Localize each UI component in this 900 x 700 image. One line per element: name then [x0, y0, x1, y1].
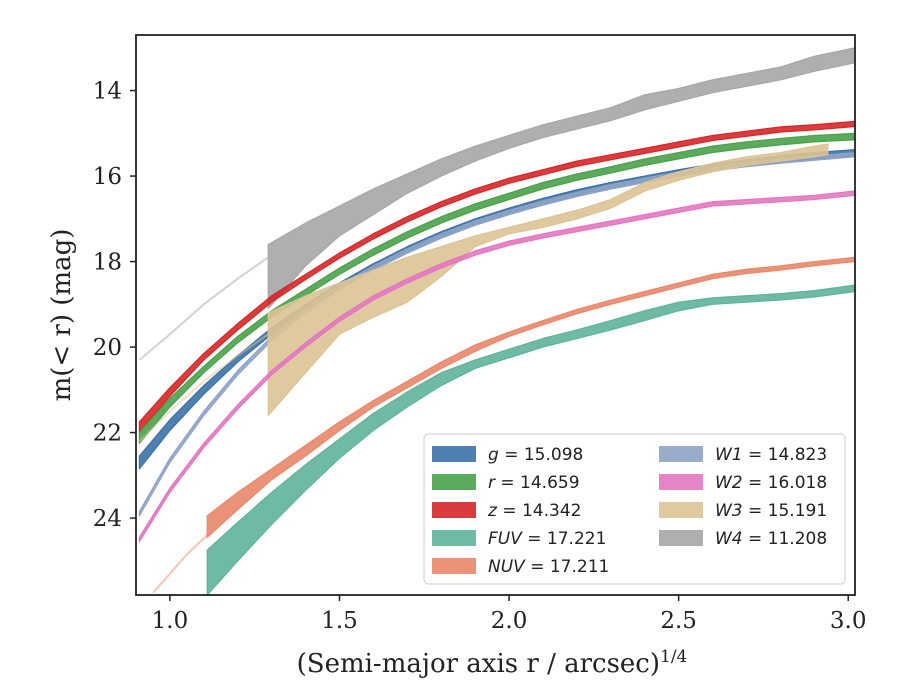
legend-label-w4: W4 = 11.208 [715, 529, 827, 549]
y-tick-label: 16 [93, 164, 122, 190]
y-axis-label: m(< r) (mag) [47, 229, 77, 402]
x-axis-label: (Semi-major axis r / arcsec)1/4 [297, 647, 688, 679]
plot-frame [135, 34, 856, 596]
legend-swatch-fuv [432, 530, 476, 546]
x-tick-label: 2.0 [491, 608, 528, 634]
legend-label-r: r = 14.659 [488, 473, 580, 493]
y-tick-label: 20 [93, 335, 122, 361]
x-tick-label: 2.5 [660, 608, 697, 634]
y-tick-label: 24 [93, 506, 122, 532]
legend-swatch-w2 [659, 474, 703, 490]
legend-label-w2: W2 = 16.018 [715, 473, 827, 493]
legend-label-g: g = 15.098 [488, 445, 583, 465]
series-fuv-band [206, 284, 855, 595]
legend-label-nuv: NUV = 17.211 [488, 557, 609, 577]
ticks-layer: 1.0 1.5 2.0 2.5 3.0 14 16 18 20 22 24 [93, 79, 867, 634]
legend-label-z: z = 14.342 [487, 501, 581, 521]
x-tick-label: 3.0 [830, 608, 867, 634]
series-w4-faint-line [138, 256, 269, 361]
legend-swatch-z [432, 502, 476, 518]
series-nuv-band [206, 256, 855, 538]
y-tick-label: 22 [93, 421, 122, 447]
series-layer [138, 47, 855, 595]
series-w4-band [267, 47, 855, 310]
legend-swatch-w3 [659, 502, 703, 518]
legend-label-fuv: FUV = 17.221 [488, 529, 606, 549]
legend-label-w3: W3 = 15.191 [715, 501, 827, 521]
legend-swatch-nuv [432, 558, 476, 574]
series-nuv-faint-line [152, 534, 208, 594]
legend-frame [423, 433, 846, 585]
legend-label-w1: W1 = 14.823 [715, 445, 827, 465]
y-tick-label: 18 [93, 250, 122, 276]
x-tick-label: 1.0 [152, 608, 189, 634]
y-tick-label: 14 [93, 79, 122, 105]
legend-swatch-r [432, 474, 476, 490]
x-tick-label: 1.5 [321, 608, 358, 634]
series-w2-band [138, 190, 855, 543]
series-w3-band [267, 143, 829, 417]
legend-swatch-g [432, 446, 476, 462]
legend: g = 15.098 r = 14.659 z = 14.342 FUV = 17.2… [423, 433, 846, 585]
legend-swatch-w1 [659, 446, 703, 462]
series-r-band [138, 132, 855, 444]
series-w3-faint-line [138, 333, 269, 442]
legend-swatch-w4 [659, 530, 703, 546]
series-z-band [138, 120, 855, 434]
